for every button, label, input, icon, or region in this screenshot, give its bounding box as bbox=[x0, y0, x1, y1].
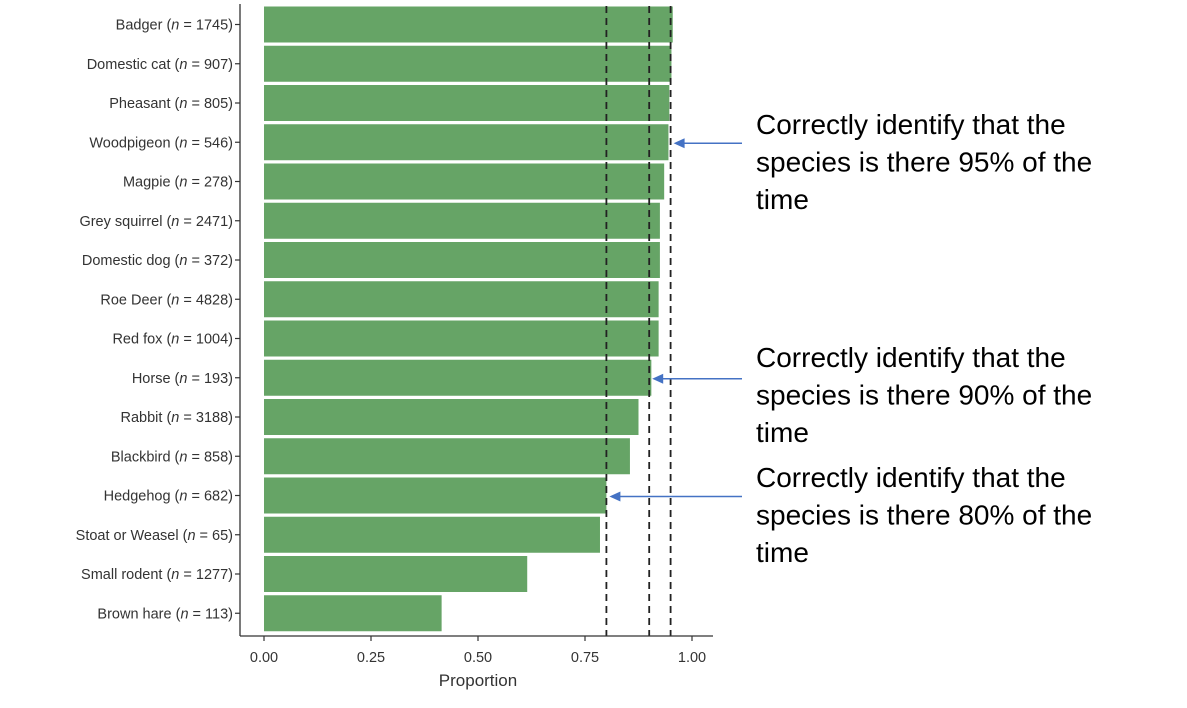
bar bbox=[264, 242, 660, 278]
category-label: Woodpigeon (n = 546) bbox=[89, 135, 233, 151]
bar bbox=[264, 281, 659, 318]
bar bbox=[264, 320, 659, 357]
annotation-text: time bbox=[756, 184, 809, 215]
reference-lines bbox=[605, 6, 672, 636]
bar bbox=[264, 516, 600, 553]
annotation-arrowhead bbox=[609, 491, 621, 502]
bar bbox=[264, 438, 630, 475]
annotation-text: time bbox=[756, 417, 809, 448]
bar bbox=[264, 6, 673, 43]
bar bbox=[264, 45, 672, 82]
bar bbox=[264, 85, 670, 121]
annotation-text: species is there 80% of the bbox=[756, 500, 1092, 531]
bar bbox=[264, 399, 639, 435]
bar bbox=[264, 477, 607, 514]
annotation-text: species is there 95% of the bbox=[756, 147, 1092, 178]
category-label: Blackbird (n = 858) bbox=[111, 449, 233, 465]
axes: Badger (n = 1745) Domestic cat (n = 907) P… bbox=[76, 4, 713, 690]
annotation-arrowhead bbox=[652, 373, 664, 384]
annotation-text: Correctly identify that the bbox=[756, 462, 1066, 493]
category-label: Roe Deer (n = 4828) bbox=[100, 292, 233, 308]
bar bbox=[264, 124, 669, 161]
x-tick-label: 0.25 bbox=[357, 650, 385, 666]
category-label: Stoat or Weasel (n = 65) bbox=[76, 528, 233, 544]
category-label: Domestic cat (n = 907) bbox=[87, 57, 233, 73]
bar bbox=[264, 202, 660, 239]
annotation-text: Correctly identify that the bbox=[756, 109, 1066, 140]
annotation-arrowhead bbox=[673, 138, 685, 149]
category-label: Hedgehog (n = 682) bbox=[104, 489, 233, 505]
x-tick-label: 0.00 bbox=[250, 650, 278, 666]
annotation-text: time bbox=[756, 537, 809, 568]
annotation-text: species is there 90% of the bbox=[756, 380, 1092, 411]
bar bbox=[264, 595, 442, 632]
category-label: Pheasant (n = 805) bbox=[109, 96, 233, 112]
x-tick-label: 0.50 bbox=[464, 650, 492, 666]
plot-area bbox=[264, 6, 673, 632]
category-label: Brown hare (n = 113) bbox=[97, 606, 233, 622]
x-tick-label: 1.00 bbox=[678, 650, 706, 666]
bar bbox=[264, 556, 528, 592]
bar bbox=[264, 163, 665, 200]
category-label: Red fox (n = 1004) bbox=[112, 332, 233, 348]
x-axis-title: Proportion bbox=[439, 671, 517, 690]
category-label: Grey squirrel (n = 2471) bbox=[79, 214, 233, 230]
category-label: Badger (n = 1745) bbox=[116, 18, 233, 34]
category-label: Domestic dog (n = 372) bbox=[82, 253, 233, 269]
annotations: Correctly identify that the species is th… bbox=[609, 109, 1092, 568]
category-label: Small rodent (n = 1277) bbox=[81, 567, 233, 583]
category-label: Rabbit (n = 3188) bbox=[121, 410, 233, 426]
x-tick-label: 0.75 bbox=[571, 650, 599, 666]
category-label: Magpie (n = 278) bbox=[123, 175, 233, 191]
category-label: Horse (n = 193) bbox=[132, 371, 233, 387]
annotation-text: Correctly identify that the bbox=[756, 342, 1066, 373]
bar bbox=[264, 359, 652, 396]
